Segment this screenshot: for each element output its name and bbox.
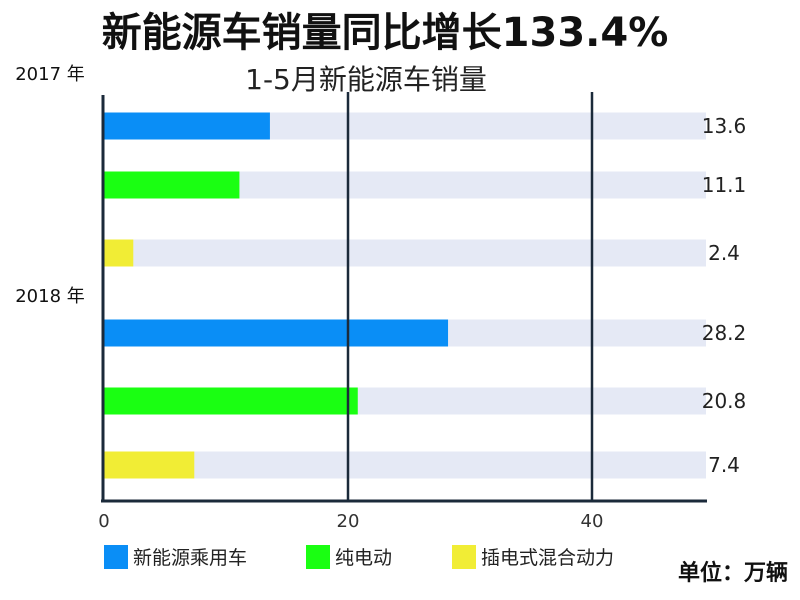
bar-value-label: 7.4 [708,453,740,477]
bar-track [104,451,706,479]
unit-label: 单位：万辆 [678,560,788,586]
bar [104,387,358,415]
chart-subtitle: 1-5月新能源车销量 [245,63,487,96]
bar [104,171,240,199]
x-tick-label: 0 [98,511,109,532]
group-label: 2017 年 [15,64,85,85]
bar-value-label: 2.4 [708,241,740,265]
bar-track [104,239,706,267]
legend-label: 插电式混合动力 [481,547,614,569]
bar [104,451,195,479]
legend-label: 新能源乘用车 [133,547,247,569]
chart-title: 新能源车销量同比增长133.4% [102,10,669,56]
bar-value-label: 11.1 [702,173,747,197]
legend-swatch [104,545,128,569]
bar-value-label: 20.8 [702,389,747,413]
bar [104,112,270,140]
legend-swatch [452,545,476,569]
group-label: 2018 年 [15,286,85,307]
bar [104,319,449,347]
bar-value-label: 28.2 [702,321,747,345]
bar [104,239,134,267]
x-tick-label: 20 [337,511,360,532]
legend-swatch [306,545,330,569]
x-tick-label: 40 [581,511,604,532]
bar-value-label: 13.6 [702,114,747,138]
legend-label: 纯电动 [335,547,392,569]
